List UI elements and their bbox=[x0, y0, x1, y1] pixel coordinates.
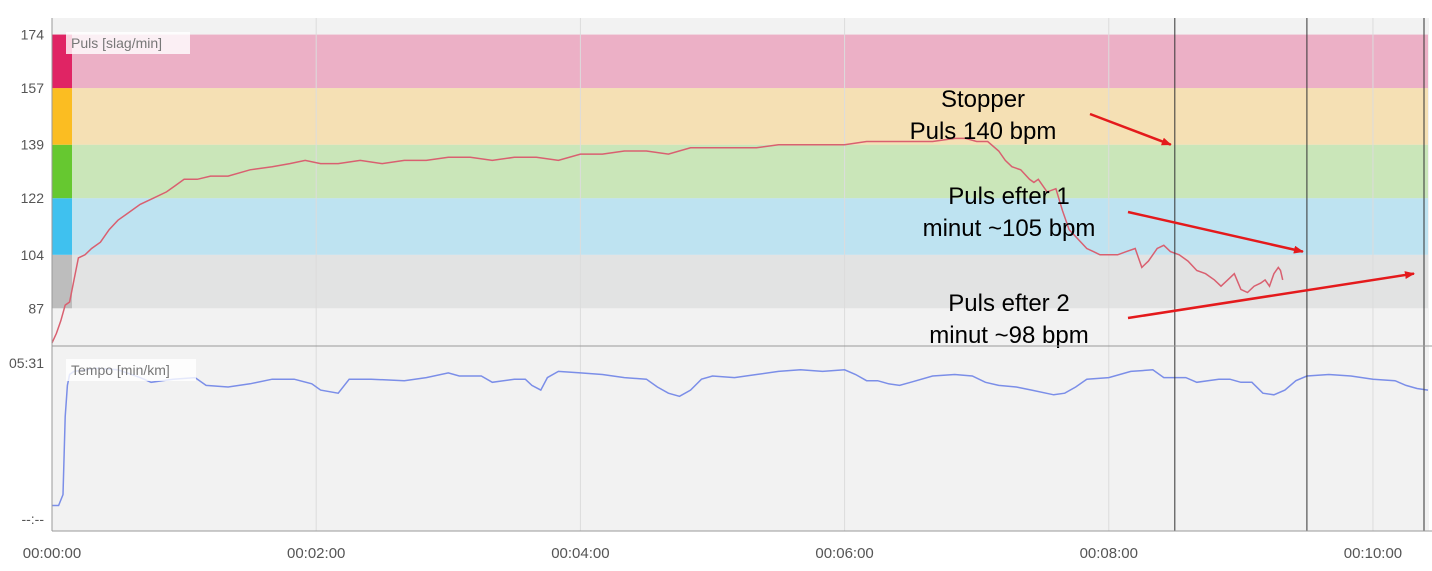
pulse-series-line bbox=[51, 137, 1284, 344]
pulse-y-axis: 174 157 139 122 104 87 bbox=[21, 27, 45, 317]
tempo-plot-bg bbox=[52, 346, 1429, 531]
pulse-zone-3 bbox=[52, 144, 1428, 199]
pulse-zone-5 bbox=[52, 34, 1428, 89]
pulse-zone-4 bbox=[52, 88, 1428, 145]
pulse-y-tick: 104 bbox=[21, 247, 45, 263]
x-tick-label: 00:08:00 bbox=[1080, 545, 1138, 562]
pulse-y-tick: 87 bbox=[28, 300, 44, 316]
x-tick-label: 00:02:00 bbox=[287, 545, 345, 562]
x-tick-label: 00:04:00 bbox=[551, 545, 609, 562]
pulse-title-bg bbox=[66, 32, 190, 54]
x-tick-label: 00:00:00 bbox=[23, 545, 81, 562]
pulse-zone-1 bbox=[52, 254, 1428, 309]
pulse-zone-marker-2 bbox=[52, 198, 72, 255]
x-tick-label: 00:06:00 bbox=[815, 545, 873, 562]
pulse-zone-2 bbox=[52, 198, 1428, 255]
vertical-grid bbox=[315, 18, 1374, 531]
annotations: Stopper Puls 140 bpm Puls efter 1 minut ~10… bbox=[910, 86, 1415, 349]
pulse-zone-marker-4 bbox=[52, 88, 72, 145]
x-tick-label: 00:10:00 bbox=[1344, 545, 1402, 562]
annotation-arrow bbox=[1127, 210, 1304, 254]
annotation-text: Puls efter 2 bbox=[948, 290, 1069, 317]
annotation-arrow bbox=[1089, 112, 1172, 146]
tempo-title: Tempo [min/km] bbox=[71, 362, 170, 378]
tempo-title-bg bbox=[66, 359, 196, 381]
pulse-y-tick: 174 bbox=[21, 27, 45, 43]
tempo-y-tick: --:-- bbox=[21, 511, 44, 527]
tempo-series-line bbox=[52, 367, 1429, 507]
time-x-axis: 00:00:00 00:02:00 00:04:00 00:06:00 00:08:00… bbox=[23, 545, 1402, 562]
pulse-zone-marker-3 bbox=[52, 144, 72, 199]
pulse-zones bbox=[52, 34, 1428, 309]
annotation-text: minut ~105 bpm bbox=[923, 215, 1096, 242]
pulse-y-tick: 157 bbox=[21, 80, 45, 96]
marker-lines bbox=[1174, 18, 1425, 531]
pulse-y-tick: 122 bbox=[21, 190, 45, 206]
pulse-title: Puls [slag/min] bbox=[71, 35, 162, 51]
annotation-text: Puls efter 1 bbox=[948, 183, 1069, 210]
annotation-text: Stopper bbox=[941, 86, 1025, 113]
tempo-y-tick: 05:31 bbox=[9, 355, 44, 371]
annotation-arrow bbox=[1127, 271, 1415, 320]
tempo-y-axis: 05:31 --:-- bbox=[9, 355, 44, 527]
pulse-zone-marker-1 bbox=[52, 254, 72, 309]
pulse-y-tick: 139 bbox=[21, 137, 45, 153]
annotation-text: Puls 140 bpm bbox=[910, 118, 1057, 145]
annotation-text: minut ~98 bpm bbox=[929, 322, 1088, 349]
